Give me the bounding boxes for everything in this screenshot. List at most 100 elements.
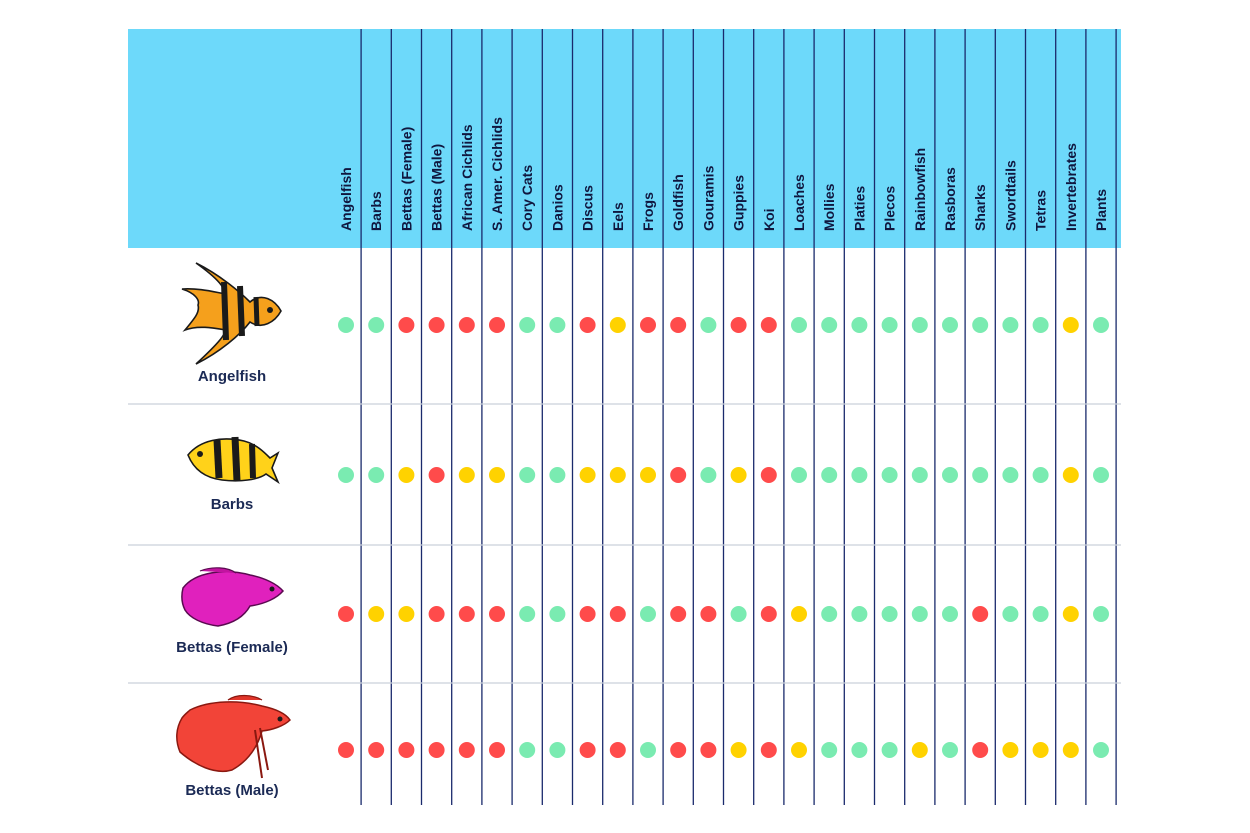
dot-bettas-male-bettas-female-red: [398, 742, 415, 758]
row-label-barbs: Barbs: [211, 496, 254, 513]
column-label-sharks: Sharks: [972, 184, 988, 231]
row-label-bettas-male: Bettas (Male): [185, 782, 278, 799]
column-labels: Angelfish Barbs Bettas (Female) Bettas (Mal…: [338, 117, 1109, 231]
dot-barbs-eels-yellow: [609, 467, 626, 483]
dot-bettas-male-platies-green: [851, 742, 868, 758]
dot-barbs-goldfish-red: [670, 467, 687, 483]
dot-bettas-male-tetras-yellow: [1032, 742, 1049, 758]
dot-barbs-invertebrates-yellow: [1062, 467, 1079, 483]
dot-barbs-s-amer-cichlids-yellow: [489, 467, 505, 483]
dot-angelfish-invertebrates-yellow: [1062, 317, 1079, 333]
column-label-cory-cats: Cory Cats: [519, 165, 535, 231]
row-labels: Angelfish Barbs Bettas (Female) Bettas (Mal…: [176, 368, 288, 799]
compatibility-dots: [338, 317, 1109, 758]
dot-bettas-male-plecos-green: [881, 742, 898, 758]
dot-bettas-female-goldfish-red: [670, 606, 687, 622]
row-label-bettas-female: Bettas (Female): [176, 639, 288, 656]
dot-bettas-female-loaches-yellow: [791, 606, 807, 622]
dot-angelfish-eels-yellow: [609, 317, 626, 333]
angelfish-icon: [181, 262, 282, 365]
column-label-barbs: Barbs: [368, 191, 384, 231]
column-label-frogs: Frogs: [640, 192, 656, 231]
dot-angelfish-platies-green: [851, 317, 868, 333]
dot-barbs-angelfish-green: [338, 467, 354, 483]
dot-barbs-mollies-green: [821, 467, 838, 483]
dot-bettas-female-rainbowfish-green: [911, 606, 928, 622]
header-band: [128, 29, 1121, 248]
dot-angelfish-barbs-green: [368, 317, 385, 333]
column-label-eels: Eels: [610, 202, 626, 231]
dot-barbs-swordtails-green: [1002, 467, 1019, 483]
column-label-guppies: Guppies: [731, 175, 747, 231]
dot-bettas-male-mollies-green: [821, 742, 838, 758]
dot-bettas-male-invertebrates-yellow: [1062, 742, 1079, 758]
dot-barbs-discus-yellow: [579, 467, 596, 483]
dot-barbs-frogs-yellow: [640, 467, 656, 483]
column-label-danios: Danios: [549, 184, 565, 231]
row-label-angelfish: Angelfish: [198, 368, 266, 385]
dot-bettas-male-s-amer-cichlids-red: [489, 742, 505, 758]
dot-barbs-cory-cats-green: [519, 467, 536, 483]
dot-bettas-male-discus-red: [579, 742, 596, 758]
dot-bettas-male-danios-green: [549, 742, 566, 758]
dot-angelfish-bettas-male-red: [428, 317, 445, 333]
dot-bettas-male-eels-red: [609, 742, 626, 758]
column-label-plants: Plants: [1093, 189, 1109, 231]
dot-bettas-male-rasboras-green: [942, 742, 958, 758]
dot-bettas-male-frogs-green: [640, 742, 656, 758]
dot-bettas-male-angelfish-red: [338, 742, 354, 758]
dot-bettas-female-barbs-yellow: [368, 606, 385, 622]
dot-bettas-female-koi-red: [760, 606, 777, 622]
dot-bettas-male-goldfish-red: [670, 742, 687, 758]
dot-bettas-male-bettas-male-red: [428, 742, 445, 758]
dot-bettas-female-guppies-green: [730, 606, 747, 622]
column-label-mollies: Mollies: [821, 183, 837, 231]
dot-bettas-female-angelfish-red: [338, 606, 354, 622]
dot-barbs-barbs-green: [368, 467, 385, 483]
dot-angelfish-african-cichlids-red: [458, 317, 475, 333]
dot-bettas-male-cory-cats-green: [519, 742, 536, 758]
dot-bettas-male-rainbowfish-yellow: [911, 742, 928, 758]
dot-bettas-female-cory-cats-green: [519, 606, 536, 622]
dot-barbs-bettas-male-red: [428, 467, 445, 483]
dot-bettas-female-tetras-green: [1032, 606, 1049, 622]
dot-barbs-platies-green: [851, 467, 868, 483]
dot-bettas-female-eels-red: [609, 606, 626, 622]
dot-bettas-female-bettas-male-red: [428, 606, 445, 622]
dot-bettas-male-plants-green: [1093, 742, 1109, 758]
dot-bettas-female-s-amer-cichlids-red: [489, 606, 505, 622]
dot-barbs-rainbowfish-green: [911, 467, 928, 483]
column-label-s-amer-cichlids: S. Amer. Cichlids: [489, 117, 505, 231]
dot-bettas-male-swordtails-yellow: [1002, 742, 1019, 758]
column-label-discus: Discus: [580, 185, 596, 231]
dot-bettas-female-invertebrates-yellow: [1062, 606, 1079, 622]
dot-bettas-male-loaches-yellow: [791, 742, 807, 758]
column-label-plecos: Plecos: [882, 186, 898, 231]
row-dividers: [128, 403, 1121, 684]
dot-bettas-male-barbs-red: [368, 742, 385, 758]
column-label-rasboras: Rasboras: [942, 167, 958, 231]
barb-fish-icon: [187, 436, 280, 485]
dot-angelfish-cory-cats-green: [519, 317, 536, 333]
column-label-tetras: Tetras: [1033, 190, 1049, 231]
dot-bettas-male-sharks-red: [972, 742, 989, 758]
dot-bettas-female-swordtails-green: [1002, 606, 1019, 622]
dot-barbs-koi-red: [760, 467, 777, 483]
dot-angelfish-plecos-green: [881, 317, 898, 333]
dot-bettas-female-plecos-green: [881, 606, 898, 622]
dot-bettas-male-koi-red: [760, 742, 777, 758]
dot-barbs-bettas-female-yellow: [398, 467, 415, 483]
dot-angelfish-plants-green: [1093, 317, 1109, 333]
dot-bettas-female-rasboras-green: [942, 606, 958, 622]
dot-barbs-rasboras-green: [942, 467, 958, 483]
column-label-loaches: Loaches: [791, 174, 807, 231]
dot-bettas-male-gouramis-red: [700, 742, 717, 758]
dot-barbs-guppies-yellow: [730, 467, 747, 483]
dot-barbs-sharks-green: [972, 467, 989, 483]
dot-bettas-female-platies-green: [851, 606, 868, 622]
dot-angelfish-guppies-red: [730, 317, 747, 333]
dot-bettas-female-sharks-red: [972, 606, 989, 622]
dot-angelfish-koi-red: [760, 317, 777, 333]
column-label-african-cichlids: African Cichlids: [459, 124, 475, 231]
